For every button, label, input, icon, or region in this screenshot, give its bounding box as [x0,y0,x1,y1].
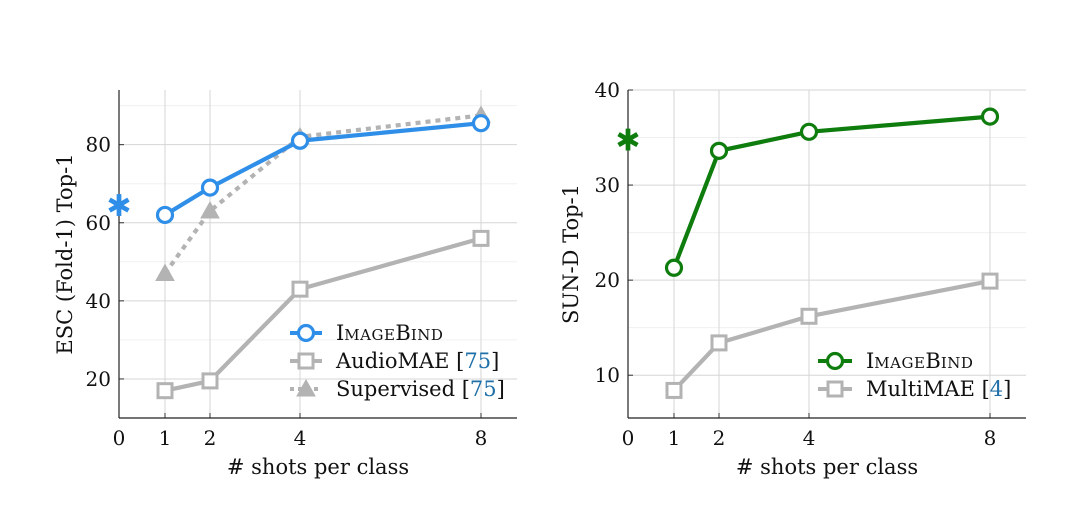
legend-label: Supervised [75] [336,377,505,401]
legend-citation: 75 [470,377,497,401]
series-1 [664,107,1000,277]
legend-label-part: I [866,349,874,373]
x-axis-label: # shots per class [227,455,409,479]
legend-marker [296,323,316,343]
data-point [471,114,491,133]
legend-label: MultiMAE [4] [866,377,1011,401]
legend-label: IMAGEBIND [866,349,973,373]
data-point [201,372,219,390]
series-1 [155,114,491,225]
y-tick-label: 20 [86,367,111,391]
legend-label-part: Supervised [ [336,377,470,401]
data-point [155,205,175,225]
legend-label-part: ] [491,349,499,373]
data-point [981,272,999,290]
legend-label-part: MultiMAE [ [866,377,990,401]
zero-shot-star-marker: ✱ [106,189,131,224]
legend-label-part: B [395,321,410,345]
data-point [665,381,683,399]
legend-label: AudioMAE [75] [335,349,499,373]
legend-citation: 75 [464,349,491,373]
data-point [800,307,818,325]
x-tick-label: 8 [984,426,997,450]
x-tick-label: 0 [113,426,126,450]
x-tick-label: 2 [713,426,726,450]
data-point [155,263,175,282]
zero-shot-star-marker: ✱ [615,124,640,159]
series-line [672,279,991,392]
data-point [156,382,174,400]
x-tick-label: 4 [294,426,307,450]
series-line [672,114,991,269]
data-point [472,229,490,247]
legend-entry: Supervised [75] [290,377,505,401]
legend-label-part: IND [411,326,444,344]
legend-label-part: ] [1003,377,1011,401]
y-tick-label: 60 [86,211,111,235]
legend: IMAGEBIND MultiMAE [4] [818,349,1011,401]
data-point [799,122,819,141]
legend-label-part: IND [941,354,974,372]
series-line [163,113,482,275]
data-point [291,280,309,298]
legend-label-part: AudioMAE [ [335,349,464,373]
series-line [163,121,482,217]
y-tick-label: 20 [595,268,620,292]
x-tick-label: 0 [622,426,635,450]
x-axis-label: # shots per class [736,455,918,479]
data-point [709,141,729,160]
legend-entry: IMAGEBIND [290,321,443,345]
x-tick-label: 8 [475,426,488,450]
x-tick-label: 1 [668,426,681,450]
legend-label: IMAGEBIND [336,321,443,345]
y-tick-label: 40 [86,289,111,313]
data-point [200,201,220,219]
legend-marker [296,378,316,397]
chart-1: 20 40 60 80 0 1 2 4 8 # shots per class ESC (Fold-… [53,90,517,479]
series-2 [156,229,490,400]
chart-2: 10 20 30 40 0 1 2 4 8 # shots per class SUN-D Top-… [559,78,1026,479]
legend-label-part: ] [497,377,505,401]
legend-marker [826,380,844,398]
x-tick-label: 1 [159,426,172,450]
data-point [200,178,220,197]
legend-label-part: MAGE [344,326,395,344]
legend-label-part: B [925,349,940,373]
legend-entry: AudioMAE [75] [290,349,499,373]
x-tick-label: 4 [803,426,816,450]
legend-marker [825,351,845,371]
y-tick-label: 10 [595,363,620,387]
legend-label-part: MAGE [874,354,925,372]
x-tick-label: 2 [204,426,217,450]
data-point [710,334,728,352]
legend-label-part: I [336,321,344,345]
data-point [664,258,684,277]
y-axis-label: ESC (Fold-1) Top-1 [53,153,77,354]
data-point [290,131,310,150]
y-tick-label: 30 [595,173,620,197]
legend-entry: IMAGEBIND [818,349,973,373]
y-tick-label: 40 [595,78,620,102]
legend-citation: 4 [990,377,1003,401]
y-axis-label: SUN-D Top-1 [559,184,583,324]
y-tick-label: 80 [86,133,111,157]
series-line [164,236,482,393]
legend-marker [297,352,315,370]
legend-entry: MultiMAE [4] [818,377,1011,401]
data-point [980,107,1000,126]
series-2 [665,272,999,399]
